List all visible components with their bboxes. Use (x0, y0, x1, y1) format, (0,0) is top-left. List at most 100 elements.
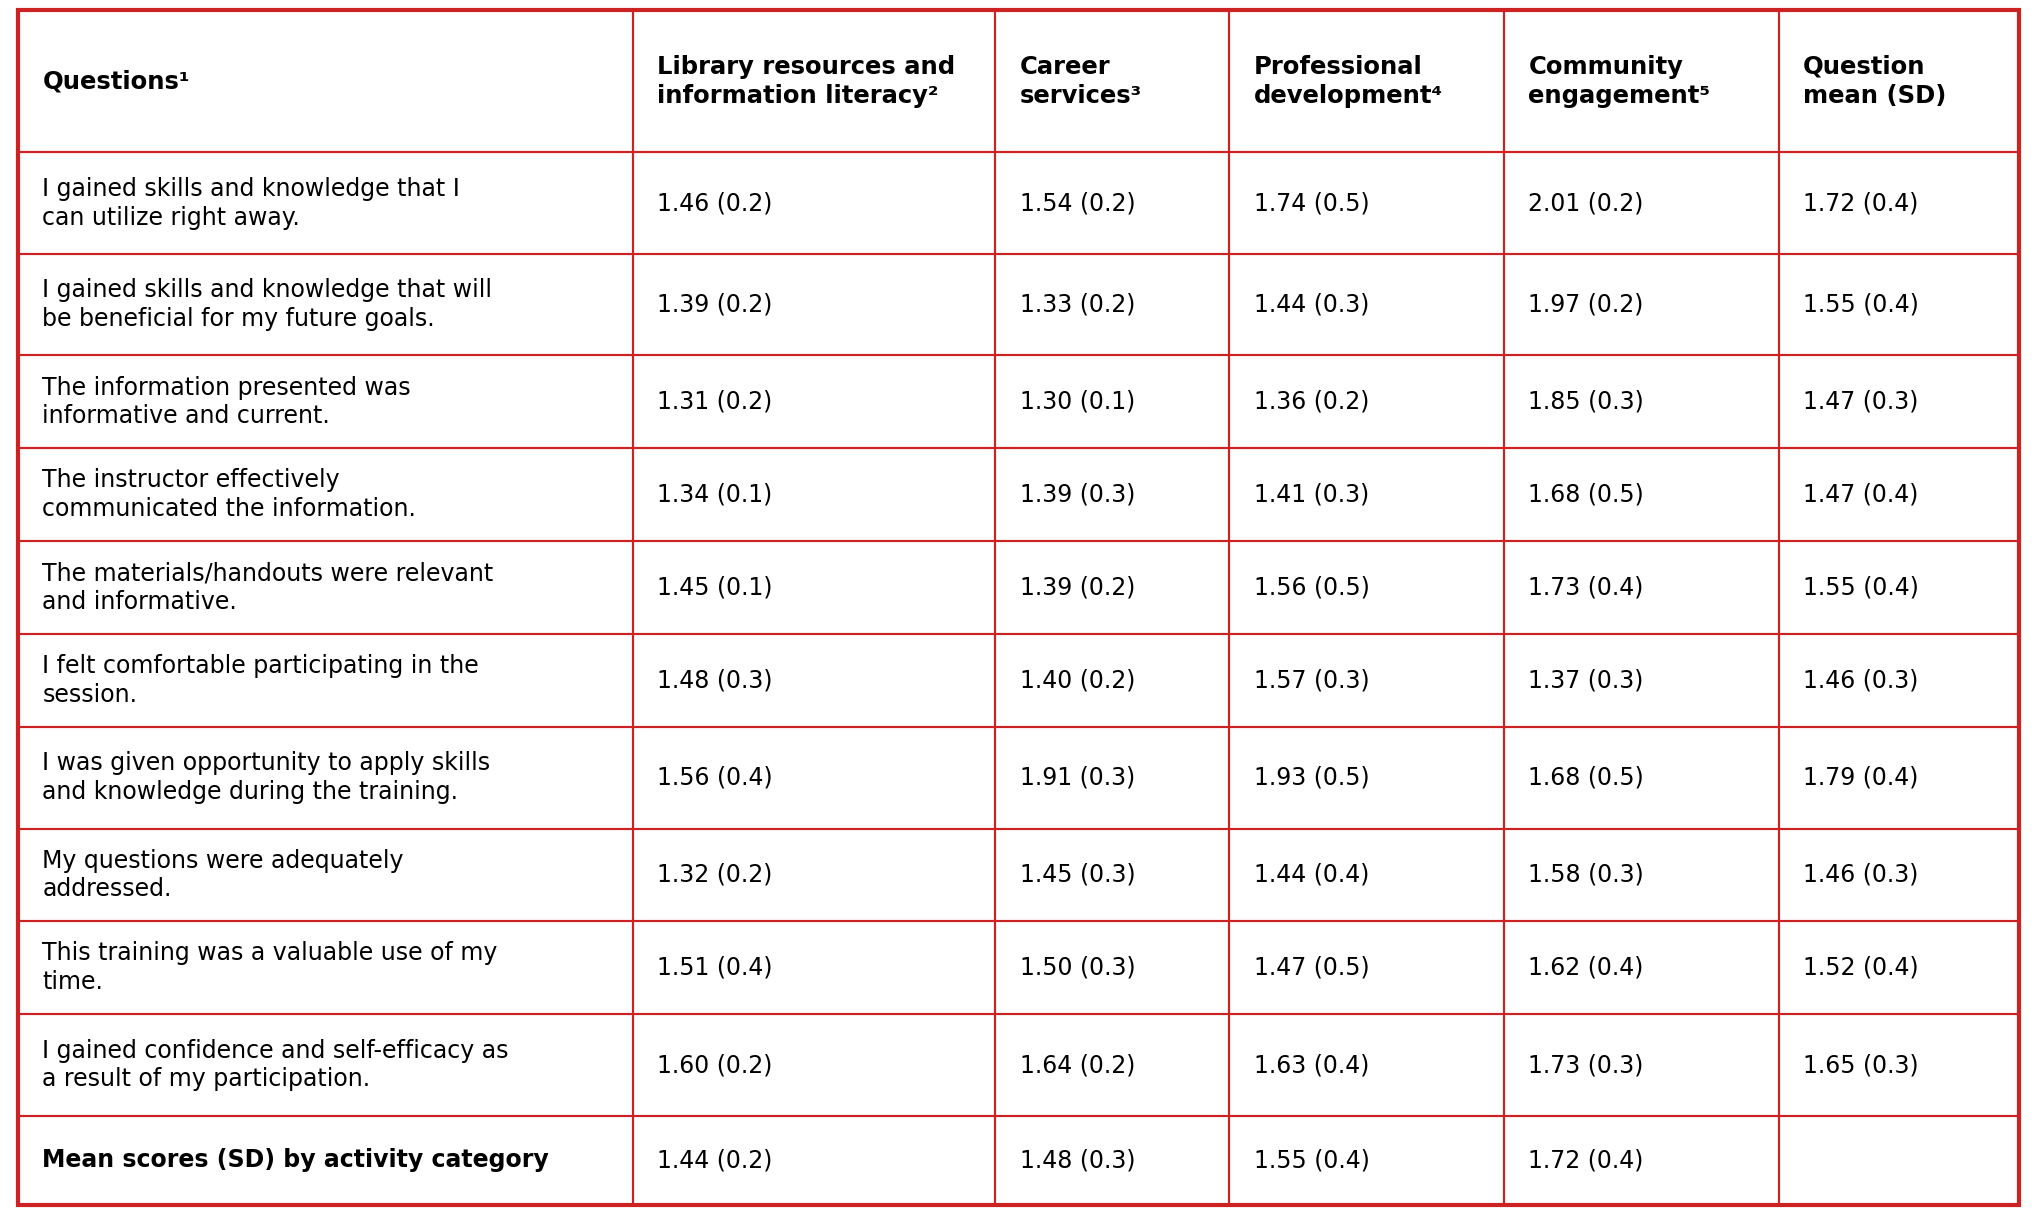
Text: 1.32 (0.2): 1.32 (0.2) (658, 863, 772, 887)
Text: 1.51 (0.4): 1.51 (0.4) (658, 956, 772, 979)
Text: 1.54 (0.2): 1.54 (0.2) (1021, 191, 1135, 215)
Text: This training was a valuable use of my
time.: This training was a valuable use of my t… (43, 942, 497, 994)
Bar (1228, 254, 1503, 356)
Text: 1.48 (0.3): 1.48 (0.3) (1021, 1148, 1135, 1172)
Bar (634, 1115, 996, 1205)
Bar (996, 921, 1228, 1015)
Text: Career
services³: Career services³ (1021, 55, 1143, 108)
Bar (996, 356, 1228, 448)
Text: 1.39 (0.3): 1.39 (0.3) (1021, 482, 1135, 507)
Bar (634, 152, 996, 254)
Text: 1.47 (0.3): 1.47 (0.3) (1803, 390, 1919, 414)
Bar (1778, 921, 2019, 1015)
Text: 1.64 (0.2): 1.64 (0.2) (1021, 1053, 1135, 1076)
Text: 1.55 (0.4): 1.55 (0.4) (1803, 576, 1919, 600)
Text: Questions¹: Questions¹ (43, 69, 189, 94)
Text: 1.40 (0.2): 1.40 (0.2) (1021, 668, 1135, 693)
Bar (634, 829, 996, 921)
Bar (18, 541, 634, 634)
Bar (1778, 727, 2019, 829)
Bar (1778, 356, 2019, 448)
Text: 1.44 (0.4): 1.44 (0.4) (1253, 863, 1369, 887)
Bar (1778, 1115, 2019, 1205)
Bar (1228, 634, 1503, 727)
Bar (996, 541, 1228, 634)
Bar (1778, 634, 2019, 727)
Text: 1.74 (0.5): 1.74 (0.5) (1253, 191, 1369, 215)
Bar (634, 634, 996, 727)
Bar (1503, 921, 1778, 1015)
Bar (996, 727, 1228, 829)
Bar (1228, 10, 1503, 152)
Text: 1.93 (0.5): 1.93 (0.5) (1253, 765, 1369, 790)
Text: 1.60 (0.2): 1.60 (0.2) (658, 1053, 772, 1076)
Text: 2.01 (0.2): 2.01 (0.2) (1528, 191, 1644, 215)
Bar (996, 1115, 1228, 1205)
Bar (1503, 541, 1778, 634)
Bar (634, 10, 996, 152)
Bar (18, 10, 634, 152)
Text: 1.55 (0.4): 1.55 (0.4) (1803, 293, 1919, 317)
Bar (996, 152, 1228, 254)
Bar (634, 356, 996, 448)
Text: 1.44 (0.2): 1.44 (0.2) (658, 1148, 772, 1172)
Bar (634, 727, 996, 829)
Bar (634, 921, 996, 1015)
Text: 1.45 (0.1): 1.45 (0.1) (658, 576, 772, 600)
Text: 1.68 (0.5): 1.68 (0.5) (1528, 482, 1644, 507)
Text: 1.41 (0.3): 1.41 (0.3) (1253, 482, 1369, 507)
Text: 1.72 (0.4): 1.72 (0.4) (1803, 191, 1919, 215)
Bar (18, 727, 634, 829)
Bar (1778, 448, 2019, 541)
Bar (996, 634, 1228, 727)
Bar (634, 541, 996, 634)
Text: I felt comfortable participating in the
session.: I felt comfortable participating in the … (43, 654, 479, 707)
Bar (1503, 634, 1778, 727)
Text: The information presented was
informative and current.: The information presented was informativ… (43, 375, 411, 429)
Bar (1503, 356, 1778, 448)
Text: 1.47 (0.5): 1.47 (0.5) (1253, 956, 1369, 979)
Text: 1.31 (0.2): 1.31 (0.2) (658, 390, 772, 414)
Bar (1778, 10, 2019, 152)
Text: I was given opportunity to apply skills
and knowledge during the training.: I was given opportunity to apply skills … (43, 751, 491, 804)
Bar (1228, 541, 1503, 634)
Text: I gained skills and knowledge that I
can utilize right away.: I gained skills and knowledge that I can… (43, 177, 460, 230)
Text: 1.68 (0.5): 1.68 (0.5) (1528, 765, 1644, 790)
Text: My questions were adequately
addressed.: My questions were adequately addressed. (43, 848, 403, 902)
Text: 1.79 (0.4): 1.79 (0.4) (1803, 765, 1919, 790)
Bar (1503, 1015, 1778, 1115)
Bar (1503, 829, 1778, 921)
Text: 1.65 (0.3): 1.65 (0.3) (1803, 1053, 1919, 1076)
Bar (1503, 10, 1778, 152)
Text: 1.33 (0.2): 1.33 (0.2) (1021, 293, 1135, 317)
Bar (18, 356, 634, 448)
Text: 1.55 (0.4): 1.55 (0.4) (1253, 1148, 1369, 1172)
Text: 1.46 (0.3): 1.46 (0.3) (1803, 668, 1919, 693)
Text: 1.57 (0.3): 1.57 (0.3) (1253, 668, 1369, 693)
Bar (1503, 1115, 1778, 1205)
Text: 1.62 (0.4): 1.62 (0.4) (1528, 956, 1644, 979)
Bar (996, 10, 1228, 152)
Text: 1.46 (0.2): 1.46 (0.2) (658, 191, 772, 215)
Text: Mean scores (SD) by activity category: Mean scores (SD) by activity category (43, 1148, 550, 1172)
Bar (18, 829, 634, 921)
Text: Question
mean (SD): Question mean (SD) (1803, 55, 1947, 108)
Text: 1.85 (0.3): 1.85 (0.3) (1528, 390, 1644, 414)
Bar (1228, 727, 1503, 829)
Bar (1778, 829, 2019, 921)
Bar (996, 448, 1228, 541)
Bar (1503, 152, 1778, 254)
Text: 1.97 (0.2): 1.97 (0.2) (1528, 293, 1644, 317)
Text: I gained skills and knowledge that will
be beneficial for my future goals.: I gained skills and knowledge that will … (43, 278, 493, 332)
Bar (1228, 1115, 1503, 1205)
Bar (1228, 829, 1503, 921)
Bar (1503, 254, 1778, 356)
Text: Library resources and
information literacy²: Library resources and information litera… (658, 55, 955, 108)
Text: 1.73 (0.4): 1.73 (0.4) (1528, 576, 1644, 600)
Text: Community
engagement⁵: Community engagement⁵ (1528, 55, 1711, 108)
Bar (18, 1115, 634, 1205)
Bar (18, 634, 634, 727)
Text: Professional
development⁴: Professional development⁴ (1253, 55, 1442, 108)
Bar (1228, 921, 1503, 1015)
Bar (996, 1015, 1228, 1115)
